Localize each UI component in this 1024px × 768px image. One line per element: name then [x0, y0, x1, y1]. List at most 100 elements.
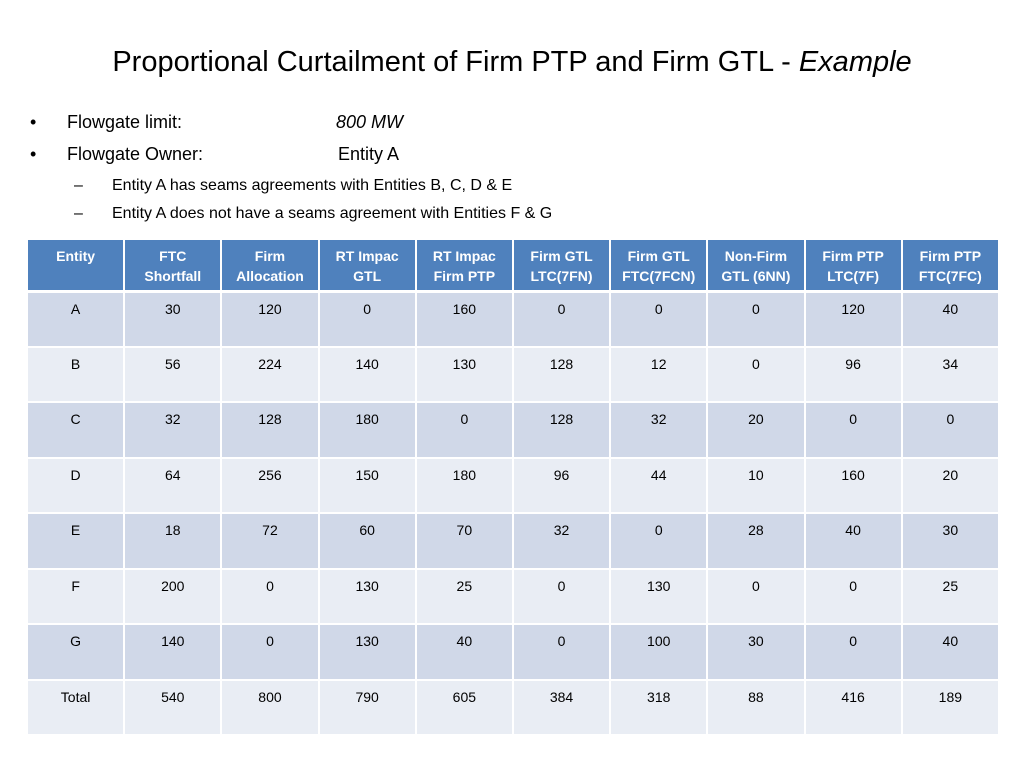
value-cell: 0: [706, 290, 806, 348]
curtailment-table-wrapper: Entity FTC Shortfall Firm Allocation RT Impac…: [25, 238, 1001, 736]
value-cell: 0: [609, 290, 709, 348]
value-cell: 96: [803, 345, 903, 403]
table-row: A 30 120 0 160 0 0 0 120 40: [25, 290, 1001, 348]
column-header: Firm PTP LTC(7F): [803, 238, 903, 293]
column-header-line: GTL: [353, 268, 382, 284]
table-row: E 18 72 60 70 32 0 28 40 30: [25, 512, 1001, 570]
table-row: C 32 128 180 0 128 32 20 0 0: [25, 401, 1001, 459]
value-cell: 40: [900, 623, 1001, 681]
value-cell: 790: [317, 678, 417, 736]
value-cell: 0: [900, 401, 1001, 459]
column-header-line: Firm PTP: [822, 248, 884, 264]
value-cell: 34: [900, 345, 1001, 403]
value-cell: 40: [803, 512, 903, 570]
value-cell: 30: [123, 290, 223, 348]
column-header: Entity: [25, 238, 126, 293]
value-cell: 384: [511, 678, 612, 736]
column-header-line: LTC(7FN): [530, 268, 593, 284]
column-header-line: Shortfall: [144, 268, 202, 284]
value-cell: 40: [414, 623, 514, 681]
column-header-line: GTL (6NN): [721, 268, 791, 284]
value-cell: 0: [220, 623, 320, 681]
column-header-line: Firm GTL: [627, 248, 690, 264]
entity-cell: G: [25, 623, 126, 681]
table-row: F 200 0 130 25 0 130 0 0 25: [25, 567, 1001, 625]
value-cell: 20: [706, 401, 806, 459]
value-cell: 72: [220, 512, 320, 570]
column-header-line: RT Impac: [335, 248, 399, 264]
value-cell: 40: [900, 290, 1001, 348]
value-cell: 189: [900, 678, 1001, 736]
value-cell: 32: [123, 401, 223, 459]
value-cell: 10: [706, 456, 806, 514]
value-cell: 28: [706, 512, 806, 570]
column-header-line: Non-Firm: [724, 248, 788, 264]
entity-cell: C: [25, 401, 126, 459]
value-cell: 0: [706, 345, 806, 403]
dash-icon: –: [74, 177, 83, 194]
column-header: Non-Firm GTL (6NN): [706, 238, 806, 293]
bullet-value: 800 MW: [336, 112, 404, 132]
value-cell: 140: [123, 623, 223, 681]
value-cell: 44: [609, 456, 709, 514]
value-cell: 25: [900, 567, 1001, 625]
entity-cell: F: [25, 567, 126, 625]
value-cell: 0: [317, 290, 417, 348]
column-header-line: Firm PTP: [433, 268, 496, 284]
value-cell: 0: [803, 623, 903, 681]
column-header-line: Entity: [56, 248, 96, 264]
column-header-line: Allocation: [236, 268, 304, 284]
bullet-value: Entity A: [338, 144, 400, 164]
value-cell: 30: [900, 512, 1001, 570]
column-header-line: FTC(7FCN): [622, 268, 696, 284]
value-cell: 18: [123, 512, 223, 570]
value-cell: 318: [609, 678, 709, 736]
value-cell: 96: [511, 456, 612, 514]
value-cell: 180: [414, 456, 514, 514]
value-cell: 60: [317, 512, 417, 570]
value-cell: 0: [803, 567, 903, 625]
column-header: Firm PTP FTC(7FC): [900, 238, 1001, 293]
value-cell: 12: [609, 345, 709, 403]
value-cell: 0: [706, 567, 806, 625]
value-cell: 25: [414, 567, 514, 625]
value-cell: 128: [220, 401, 320, 459]
value-cell: 160: [803, 456, 903, 514]
slide-title-main: Proportional Curtailment of Firm PTP and…: [112, 46, 799, 78]
column-header-line: Firm: [254, 248, 286, 264]
entity-cell: E: [25, 512, 126, 570]
value-cell: 120: [220, 290, 320, 348]
value-cell: 0: [511, 567, 612, 625]
value-cell: 0: [511, 623, 612, 681]
value-cell: 88: [706, 678, 806, 736]
column-header-line: Firm PTP: [919, 248, 982, 264]
value-cell: 540: [123, 678, 223, 736]
table-row: G 140 0 130 40 0 100 30 0 40: [25, 623, 1001, 681]
value-cell: 130: [317, 623, 417, 681]
column-header: FTC Shortfall: [123, 238, 223, 293]
column-header: Firm GTL FTC(7FCN): [609, 238, 709, 293]
value-cell: 70: [414, 512, 514, 570]
value-cell: 416: [803, 678, 903, 736]
value-cell: 128: [511, 345, 612, 403]
value-cell: 180: [317, 401, 417, 459]
value-cell: 0: [220, 567, 320, 625]
dash-icon: –: [74, 205, 83, 222]
value-cell: 32: [511, 512, 612, 570]
table-row: D 64 256 150 180 96 44 10 160 20: [25, 456, 1001, 514]
value-cell: 0: [803, 401, 903, 459]
value-cell: 100: [609, 623, 709, 681]
value-cell: 120: [803, 290, 903, 348]
table-header-row: Entity FTC Shortfall Firm Allocation RT Impac…: [25, 238, 1001, 293]
sub-bullet-text: Entity A does not have a seams agreement…: [112, 205, 553, 222]
slide-title-italic: Example: [798, 46, 912, 78]
value-cell: 160: [414, 290, 514, 348]
column-header-line: FTC(7FC): [918, 268, 982, 284]
column-header-line: RT Impac: [432, 248, 496, 264]
value-cell: 0: [414, 401, 514, 459]
entity-cell: B: [25, 345, 126, 403]
value-cell: 20: [900, 456, 1001, 514]
value-cell: 150: [317, 456, 417, 514]
bullet-dot-icon: •: [30, 112, 37, 132]
column-header: RT Impac GTL: [317, 238, 417, 293]
